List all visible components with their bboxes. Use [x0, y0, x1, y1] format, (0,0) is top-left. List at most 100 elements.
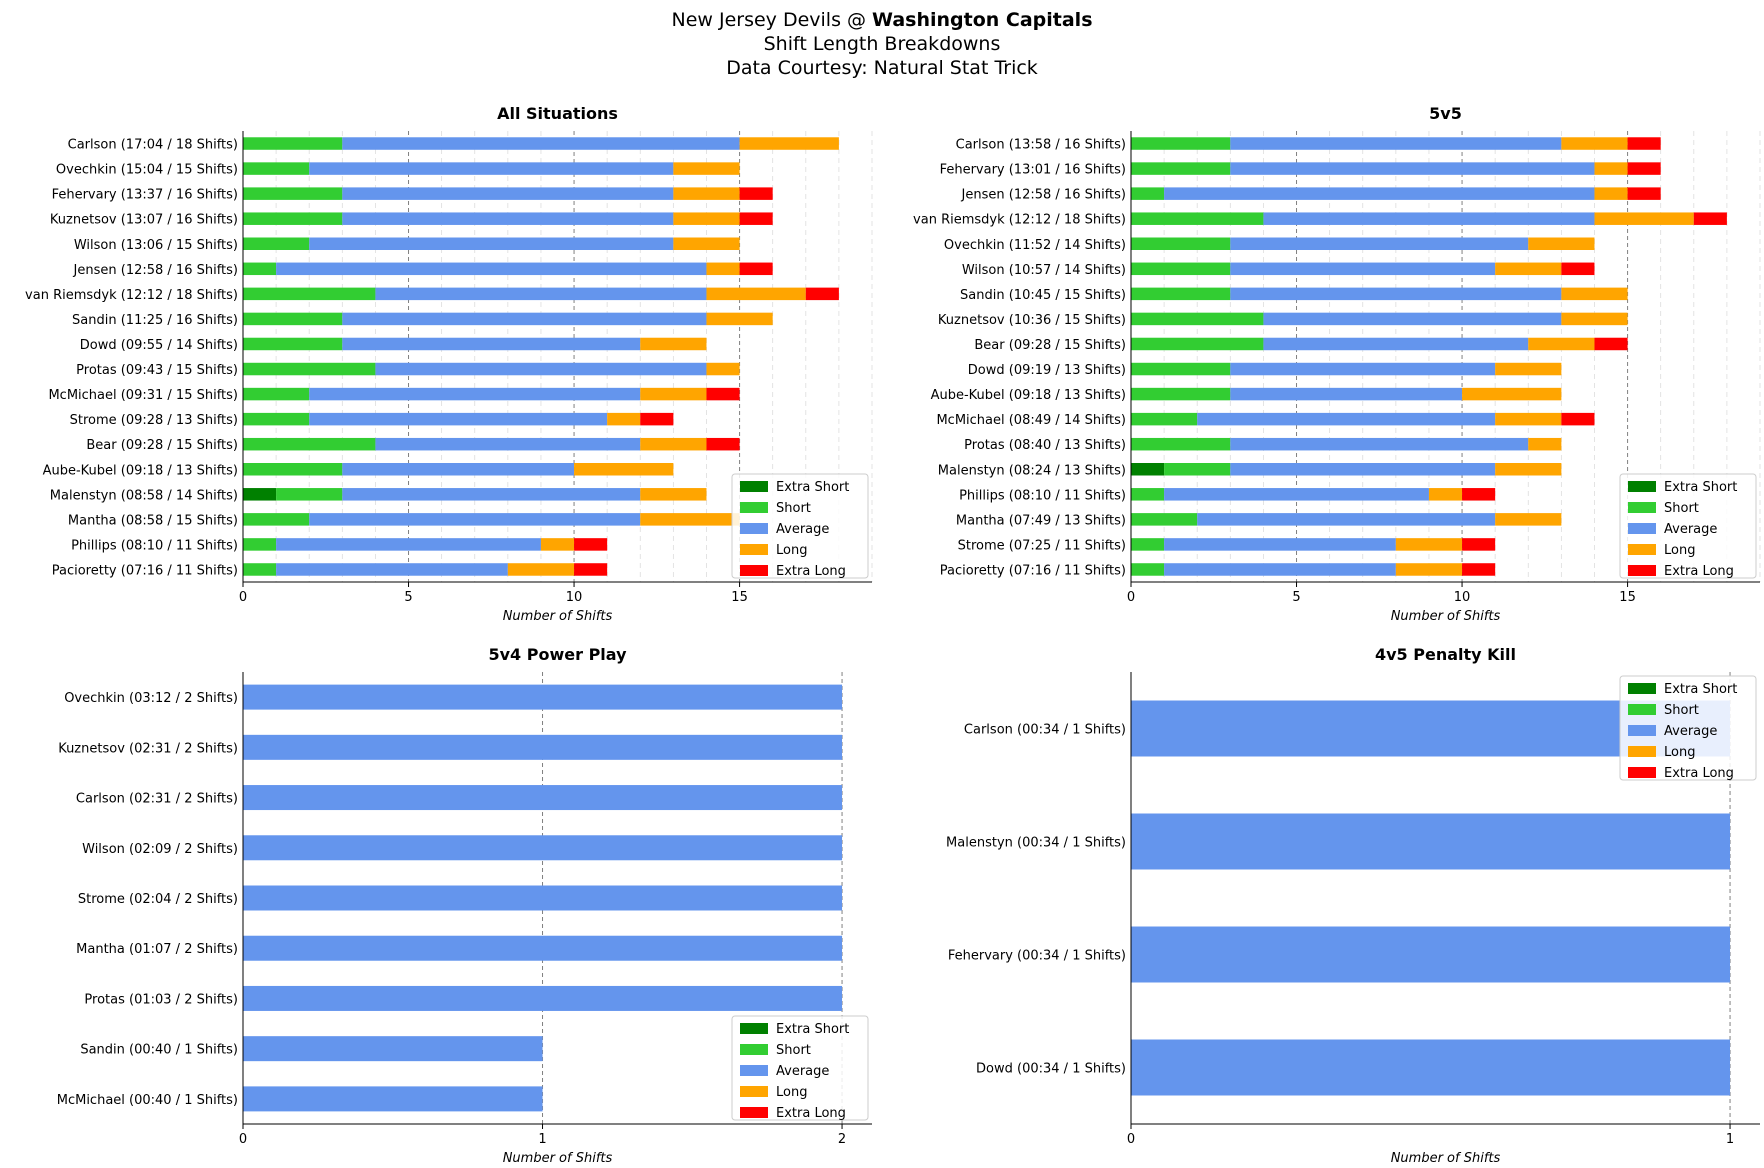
bar-segment-short — [1131, 137, 1231, 150]
bar-segment-short — [1131, 437, 1231, 451]
legend-swatch-long — [740, 544, 768, 555]
bar-segment-extra-long — [1462, 538, 1496, 551]
x-tick-label: 5 — [404, 590, 412, 605]
x-tick-label: 15 — [731, 590, 748, 605]
category-label: Sandin (10:45 / 15 Shifts) — [960, 288, 1126, 303]
bar-segment-short — [243, 437, 376, 451]
category-label: Dowd (00:34 / 1 Shifts) — [976, 1062, 1126, 1077]
bar-segment-average — [309, 162, 674, 175]
bar-segment-long — [1395, 538, 1463, 551]
legend-swatch-short — [740, 502, 768, 513]
bar-segment-short — [243, 563, 277, 576]
bar-segment-short — [1131, 337, 1264, 351]
category-label: Pacioretty (07:16 / 11 Shifts) — [52, 563, 238, 578]
x-axis-label: Number of Shifts — [503, 609, 613, 624]
bar-segment-average — [1263, 212, 1595, 225]
category-label: Carlson (13:58 / 16 Shifts) — [956, 138, 1126, 153]
bar-segment-long — [706, 287, 806, 301]
bar-segment-short — [243, 162, 310, 175]
bar-segment-short — [1131, 262, 1231, 276]
bar-segment-extra-short — [1131, 463, 1165, 476]
legend-label: Average — [776, 522, 829, 537]
legend-swatch-extra-short — [740, 481, 768, 492]
legend-swatch-average — [1628, 725, 1656, 736]
panel-title: 5v4 Power Play — [488, 645, 627, 664]
x-tick-label: 1 — [1726, 1132, 1734, 1147]
bar-segment-average — [1230, 387, 1463, 401]
bar-segment-average — [342, 212, 674, 225]
bar-segment-average — [375, 287, 707, 301]
bar-segment-long — [1528, 237, 1595, 250]
bar-segment-long — [1594, 162, 1628, 175]
bar-segment-average — [1164, 488, 1429, 501]
bar-segment-average — [342, 137, 740, 150]
category-label: Mantha (01:07 / 2 Shifts) — [76, 942, 238, 957]
category-label: McMichael (00:40 / 1 Shifts) — [57, 1093, 238, 1108]
bar-segment-average — [1230, 262, 1496, 276]
bar-segment-long — [1462, 387, 1562, 401]
panel-title: 5v5 — [1429, 104, 1462, 123]
bar-segment-extra-long — [706, 387, 740, 401]
bar-segment-short — [1131, 488, 1165, 501]
bar-segment-short — [1131, 538, 1165, 551]
bar-segment-short — [243, 387, 310, 401]
legend-swatch-short — [740, 1044, 768, 1055]
category-label: Aube-Kubel (09:18 / 13 Shifts) — [43, 463, 238, 478]
legend-label: Average — [1664, 724, 1717, 739]
legend-swatch-extra-long — [1628, 767, 1656, 778]
legend-swatch-short — [1628, 704, 1656, 715]
bar-segment-average — [309, 237, 674, 250]
bar-segment-average — [1131, 1039, 1731, 1096]
bar-segment-average — [243, 1086, 543, 1112]
category-label: Wilson (10:57 / 14 Shifts) — [962, 263, 1126, 278]
bar-segment-average — [342, 312, 707, 326]
legend-label: Average — [776, 1064, 829, 1079]
category-label: Ovechkin (11:52 / 14 Shifts) — [944, 238, 1126, 253]
bar-segment-average — [243, 885, 843, 911]
bar-segment-short — [243, 287, 376, 301]
bar-segment-extra-long — [1462, 563, 1496, 576]
legend-swatch-extra-long — [740, 1107, 768, 1118]
bar-segment-long — [1428, 488, 1463, 501]
bar-segment-long — [673, 237, 740, 250]
x-tick-label: 1 — [538, 1132, 546, 1147]
bar-segment-extra-long — [1627, 137, 1661, 150]
bar-segment-short — [1131, 563, 1165, 576]
category-label: Pacioretty (07:16 / 11 Shifts) — [940, 563, 1126, 578]
bar-segment-long — [739, 137, 839, 150]
category-label: Kuznetsov (02:31 / 2 Shifts) — [58, 741, 238, 756]
bar-segment-short — [1131, 513, 1198, 526]
bar-segment-long — [1561, 287, 1628, 301]
category-label: Ovechkin (03:12 / 2 Shifts) — [64, 691, 238, 706]
legend-swatch-short — [1628, 502, 1656, 513]
bar-segment-average — [1230, 362, 1496, 376]
category-label: Malenstyn (00:34 / 1 Shifts) — [946, 836, 1126, 851]
category-label: Bear (09:28 / 15 Shifts) — [86, 438, 238, 453]
x-tick-label: 15 — [1619, 590, 1636, 605]
category-label: Wilson (13:06 / 15 Shifts) — [74, 238, 238, 253]
bar-segment-average — [1230, 137, 1562, 150]
bar-segment-average — [375, 362, 707, 376]
legend-label: Extra Long — [776, 1106, 846, 1121]
legend-swatch-average — [740, 523, 768, 534]
bar-segment-long — [673, 212, 740, 225]
category-label: Sandin (00:40 / 1 Shifts) — [80, 1043, 238, 1058]
bar-segment-long — [1495, 262, 1562, 276]
matchup-home-team: Washington Capitals — [872, 9, 1093, 31]
category-label: Kuznetsov (10:36 / 15 Shifts) — [938, 313, 1126, 328]
panel-title: 4v5 Penalty Kill — [1375, 645, 1516, 664]
x-axis-label: Number of Shifts — [1391, 1151, 1501, 1166]
category-label: Ovechkin (15:04 / 15 Shifts) — [56, 163, 238, 178]
bar-segment-short — [243, 412, 310, 426]
category-label: Kuznetsov (13:07 / 16 Shifts) — [50, 213, 238, 228]
bar-segment-average — [1230, 437, 1529, 451]
category-label: van Riemsdyk (12:12 / 18 Shifts) — [25, 288, 238, 303]
bar-segment-average — [342, 488, 641, 501]
bar-segment-extra-long — [805, 287, 839, 301]
bar-segment-average — [1263, 312, 1562, 326]
bar-segment-short — [276, 488, 343, 501]
legend-swatch-long — [740, 1086, 768, 1097]
bar-segment-long — [574, 463, 674, 476]
x-tick-label: 10 — [566, 590, 583, 605]
